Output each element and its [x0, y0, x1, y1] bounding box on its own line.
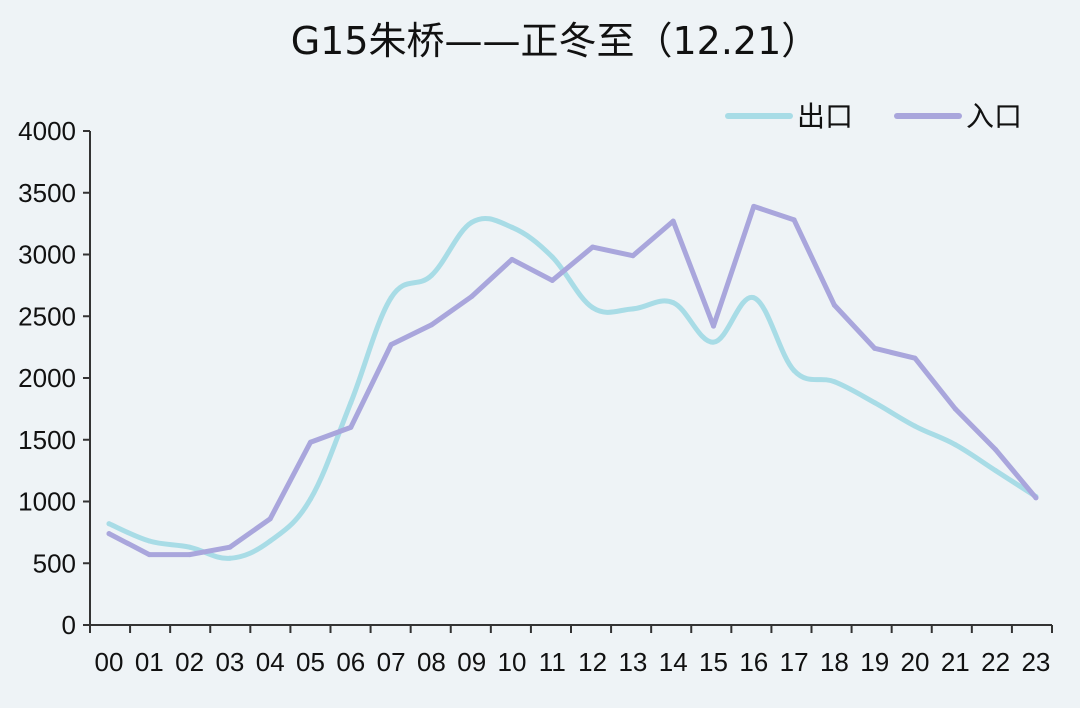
x-tick-label: 03 — [215, 647, 244, 677]
x-tick-label: 06 — [336, 647, 365, 677]
x-tick-label: 12 — [578, 647, 607, 677]
x-tick-label: 23 — [1021, 647, 1050, 677]
y-tick-label: 1000 — [18, 487, 76, 517]
x-tick-label: 01 — [135, 647, 164, 677]
x-tick-label: 08 — [417, 647, 446, 677]
x-tick-label: 00 — [95, 647, 124, 677]
data-point — [146, 552, 152, 558]
data-point — [388, 295, 394, 301]
x-tick-label: 09 — [457, 647, 486, 677]
x-tick-label: 05 — [296, 647, 325, 677]
legend: 出口 入口 — [725, 100, 1022, 133]
data-point — [952, 406, 958, 412]
data-point — [428, 322, 434, 328]
data-point — [630, 306, 636, 312]
x-tick-label: 17 — [780, 647, 809, 677]
data-point — [872, 345, 878, 351]
series-group — [106, 203, 1039, 561]
data-point — [831, 302, 837, 308]
x-tick-label: 13 — [618, 647, 647, 677]
data-point — [509, 224, 515, 230]
x-tick-label: 16 — [739, 647, 768, 677]
data-point — [267, 516, 273, 522]
legend-label-exit: 出口 — [797, 100, 853, 133]
data-point — [993, 447, 999, 453]
x-tick-label: 14 — [659, 647, 688, 677]
x-tick-label: 22 — [981, 647, 1010, 677]
legend-label-entry: 入口 — [966, 100, 1022, 133]
data-point — [751, 295, 757, 301]
data-point — [348, 400, 354, 406]
y-axis-ticks: 0 500 1000 1500 2000 2500 3000 3500 4000 — [18, 116, 90, 640]
x-tick-label: 19 — [860, 647, 889, 677]
y-tick-label: 1500 — [18, 425, 76, 455]
data-point — [146, 538, 152, 544]
y-tick-label: 500 — [33, 548, 76, 578]
data-point — [187, 552, 193, 558]
data-point — [549, 254, 555, 260]
data-point — [590, 305, 596, 311]
data-point — [912, 423, 918, 429]
data-point — [509, 256, 515, 262]
data-point — [630, 253, 636, 259]
data-point — [469, 219, 475, 225]
data-point — [469, 293, 475, 299]
data-point — [308, 439, 313, 445]
x-tick-label: 11 — [539, 647, 566, 677]
x-tick-label: 02 — [175, 647, 204, 677]
y-tick-label: 4000 — [18, 116, 76, 146]
data-point — [872, 400, 878, 406]
data-point — [952, 442, 958, 448]
data-point — [670, 300, 676, 306]
series-line-exit — [106, 216, 1039, 561]
data-point — [308, 496, 313, 502]
chart-title: G15朱桥——正冬至（12.21） — [291, 19, 820, 63]
data-point — [670, 218, 676, 224]
x-tick-label: 18 — [820, 647, 849, 677]
x-tick-label: 10 — [498, 647, 527, 677]
data-point — [711, 339, 716, 345]
data-point — [912, 355, 918, 361]
data-point — [711, 323, 716, 329]
data-point — [751, 203, 757, 209]
x-tick-label: 04 — [256, 647, 285, 677]
data-point — [187, 544, 193, 550]
data-point — [388, 342, 394, 348]
y-tick-label: 3000 — [18, 240, 76, 270]
x-tick-label: 20 — [901, 647, 930, 677]
y-tick-label: 2000 — [18, 363, 76, 393]
data-point — [348, 424, 354, 430]
data-point — [549, 277, 555, 283]
data-point — [791, 217, 797, 223]
y-tick-label: 0 — [62, 610, 76, 640]
data-point — [831, 379, 837, 385]
series-line-entry — [106, 203, 1039, 558]
x-tick-label: 15 — [699, 647, 728, 677]
y-tick-label: 3500 — [18, 178, 76, 208]
data-point — [106, 521, 112, 527]
data-point — [428, 272, 434, 278]
x-axis-ticks: 00 01 02 03 04 05 06 07 08 09 10 11 12 13 14 15 16 17 18 19… — [89, 625, 1053, 677]
data-point — [590, 244, 596, 250]
data-point — [106, 531, 112, 537]
data-point — [267, 538, 273, 544]
data-point — [227, 555, 233, 561]
y-tick-label: 2500 — [18, 301, 76, 331]
data-point — [993, 468, 999, 474]
data-point — [1033, 495, 1039, 501]
data-point — [791, 368, 797, 374]
data-point — [227, 544, 233, 550]
axes — [89, 131, 1052, 626]
x-tick-label: 07 — [377, 647, 406, 677]
x-tick-label: 21 — [941, 647, 970, 677]
